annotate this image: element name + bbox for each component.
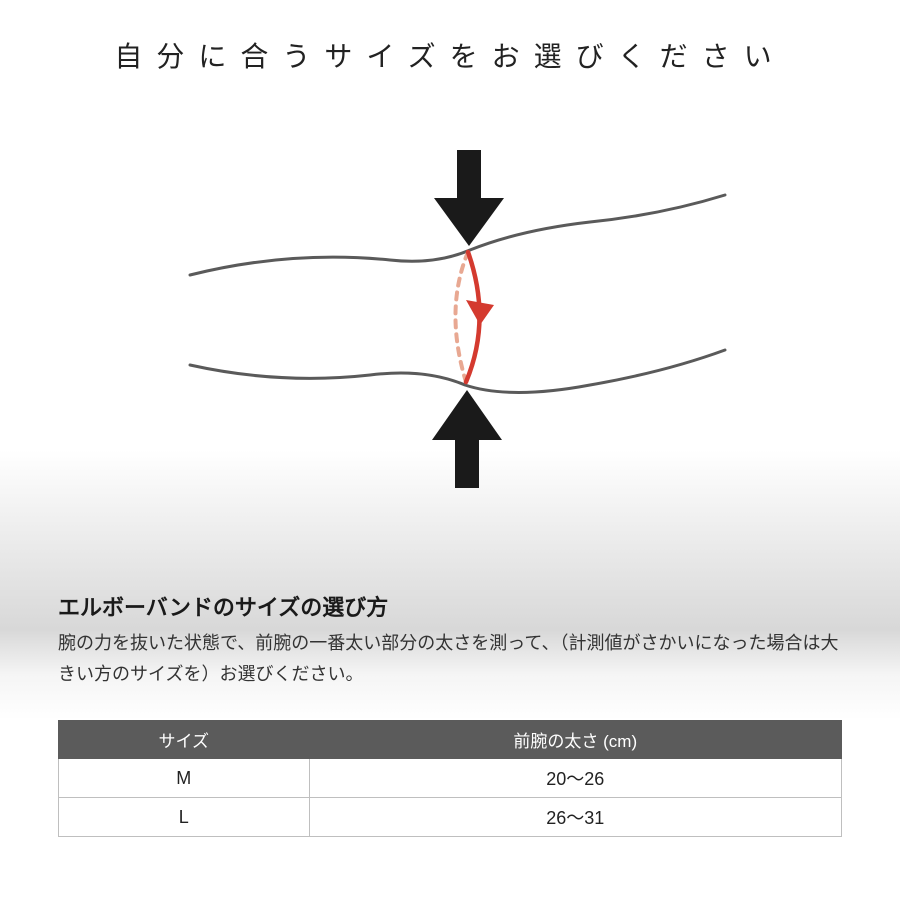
cell-size: M xyxy=(59,759,310,798)
forearm-diagram xyxy=(170,150,730,490)
arrow-up-icon xyxy=(432,390,502,488)
arm-outline-bottom xyxy=(190,350,725,393)
page-title: 自分に合うサイズをお選びください xyxy=(0,0,900,75)
table-row: L 26～31 xyxy=(59,798,842,837)
cell-measure: 26～31 xyxy=(309,798,841,837)
section-heading: エルボーバンドのサイズの選び方 xyxy=(58,590,388,622)
cell-measure: 20～26 xyxy=(309,759,841,798)
cell-size: L xyxy=(59,798,310,837)
ring-arrowhead-icon xyxy=(466,300,494,325)
col-size: サイズ xyxy=(59,721,310,759)
measure-ring-back xyxy=(455,252,468,382)
size-table: サイズ 前腕の太さ (cm) M 20～26 L 26～31 xyxy=(58,720,842,837)
section-body: 腕の力を抜いた状態で、前腕の一番太い部分の太さを測って、（計測値がさかいになった… xyxy=(58,628,842,689)
table-header-row: サイズ 前腕の太さ (cm) xyxy=(59,721,842,759)
col-measure: 前腕の太さ (cm) xyxy=(309,721,841,759)
table-row: M 20～26 xyxy=(59,759,842,798)
arrow-down-icon xyxy=(434,150,504,246)
